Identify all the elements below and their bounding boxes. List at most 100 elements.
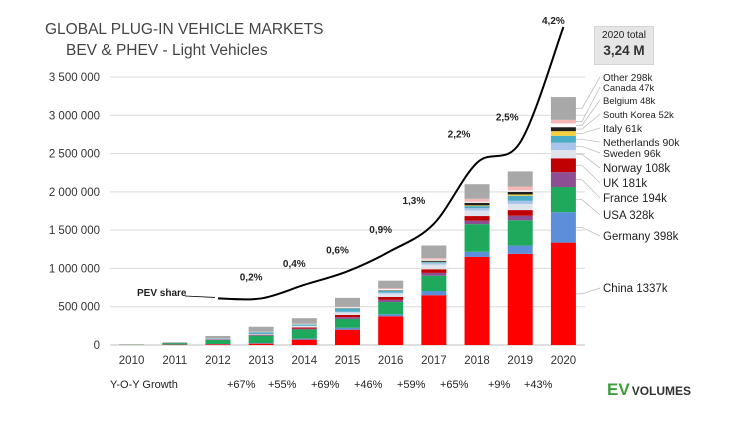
bar-segment (378, 314, 404, 317)
bar-segment (335, 317, 360, 319)
bar-segment (291, 339, 317, 345)
legend-label: Italy 61k (603, 123, 643, 135)
bar-segment (248, 332, 274, 334)
bar-segment (507, 191, 533, 195)
bar-segment (421, 295, 447, 345)
bar-segment (550, 150, 576, 159)
bar-segment (248, 334, 274, 336)
bar-segment (421, 245, 447, 259)
y-tick-label: 2 000 000 (49, 187, 100, 199)
legend-label: France 194k (603, 193, 667, 205)
pev-share-value-label: 2,5% (496, 112, 519, 123)
x-tick-label: 2019 (507, 355, 533, 367)
bar-segment (378, 292, 404, 294)
legend-label: Netherlands 90k (603, 137, 680, 149)
pev-share-label: PEV share (137, 288, 187, 299)
y-tick-label: 0 (94, 340, 100, 352)
legend-leader-line (575, 199, 601, 216)
pev-share-value-label: 0,6% (326, 245, 349, 256)
bar-segment (507, 220, 533, 246)
bar-segment (550, 127, 576, 132)
legend-leader-line (575, 287, 601, 295)
legend-leader-line (575, 99, 601, 126)
bar-segment (507, 190, 533, 192)
bar-segment (335, 308, 360, 312)
bar-segment (248, 335, 274, 344)
bar-segment (550, 135, 576, 143)
legend-leader-line (575, 179, 601, 199)
bar-segment (421, 259, 447, 261)
bar-segment (205, 344, 231, 345)
pev-share-value-label: 4,2% (542, 16, 565, 27)
total-box-label: 2020 total (602, 30, 646, 41)
bar-segment (507, 210, 533, 216)
bar-segment (421, 264, 447, 270)
yoy-label: Y-O-Y Growth (110, 379, 178, 391)
legend-leader-line (575, 153, 601, 169)
bar-segment (378, 316, 404, 345)
bar-segment (378, 302, 404, 315)
bar-segment (335, 312, 360, 315)
bar-segment (378, 289, 404, 291)
legend-leader-line (575, 145, 601, 154)
bar-segment (507, 186, 533, 191)
bar-segment (550, 212, 576, 243)
bar-segment (507, 203, 533, 211)
bar-segment (550, 158, 576, 173)
pev-share-value-label: 0,9% (369, 225, 392, 236)
bar-segment (291, 318, 317, 324)
bar-segment (464, 184, 490, 199)
bar-segment (464, 206, 490, 209)
legend-label: Sweden 96k (603, 148, 662, 160)
bar-segment (421, 260, 447, 262)
bar-segment (291, 328, 317, 330)
bar-segment (205, 335, 231, 339)
bar-segment (464, 216, 490, 221)
bar-segment (507, 171, 533, 187)
bar-segment (464, 210, 490, 217)
bar-segment (550, 172, 576, 188)
bar-segment (550, 131, 576, 136)
bar-segment (378, 288, 404, 290)
yoy-value: +43% (524, 379, 553, 391)
x-tick-label: 2011 (162, 355, 187, 367)
bar-segment (335, 306, 360, 308)
bar-segment (378, 299, 404, 303)
bar-segment (335, 297, 360, 307)
bar-segment (421, 262, 447, 263)
bar-segment (335, 327, 360, 330)
bar-segment (464, 224, 490, 252)
bar-segment (550, 142, 576, 151)
x-tick-label: 2013 (248, 355, 274, 367)
legend-leader-line (575, 86, 601, 123)
legend-label: Norway 108k (603, 163, 670, 175)
bar-segment (507, 245, 533, 254)
bar-segment (162, 343, 188, 345)
legend-leader-line (575, 138, 601, 143)
bar-segment (550, 123, 576, 128)
bar-segment (550, 187, 576, 213)
pev-share-value-label: 0,2% (240, 272, 263, 283)
legend-label: China 1337k (603, 283, 668, 295)
yoy-value: +9% (488, 379, 511, 391)
bar-segment (421, 269, 447, 273)
legend-label: Germany 398k (603, 231, 679, 243)
bar-segment (464, 251, 490, 257)
bar-segment (421, 275, 447, 292)
bar-segment (464, 202, 490, 206)
bar-segment (335, 314, 360, 318)
bar-segment (248, 334, 274, 335)
bar-segment (378, 296, 404, 300)
legend-leader-line (575, 226, 601, 237)
pev-share-value-label: 0,4% (283, 259, 306, 270)
bar-segment (421, 272, 447, 276)
bar-segment (248, 343, 274, 344)
bar-segment (507, 194, 533, 196)
bar-segment (464, 208, 490, 211)
yoy-value: +59% (397, 379, 426, 391)
yoy-value: +67% (227, 379, 256, 391)
legend-label: South Korea 52k (603, 110, 674, 121)
bar-segment (464, 198, 490, 202)
pev-share-callout-line (184, 295, 215, 298)
